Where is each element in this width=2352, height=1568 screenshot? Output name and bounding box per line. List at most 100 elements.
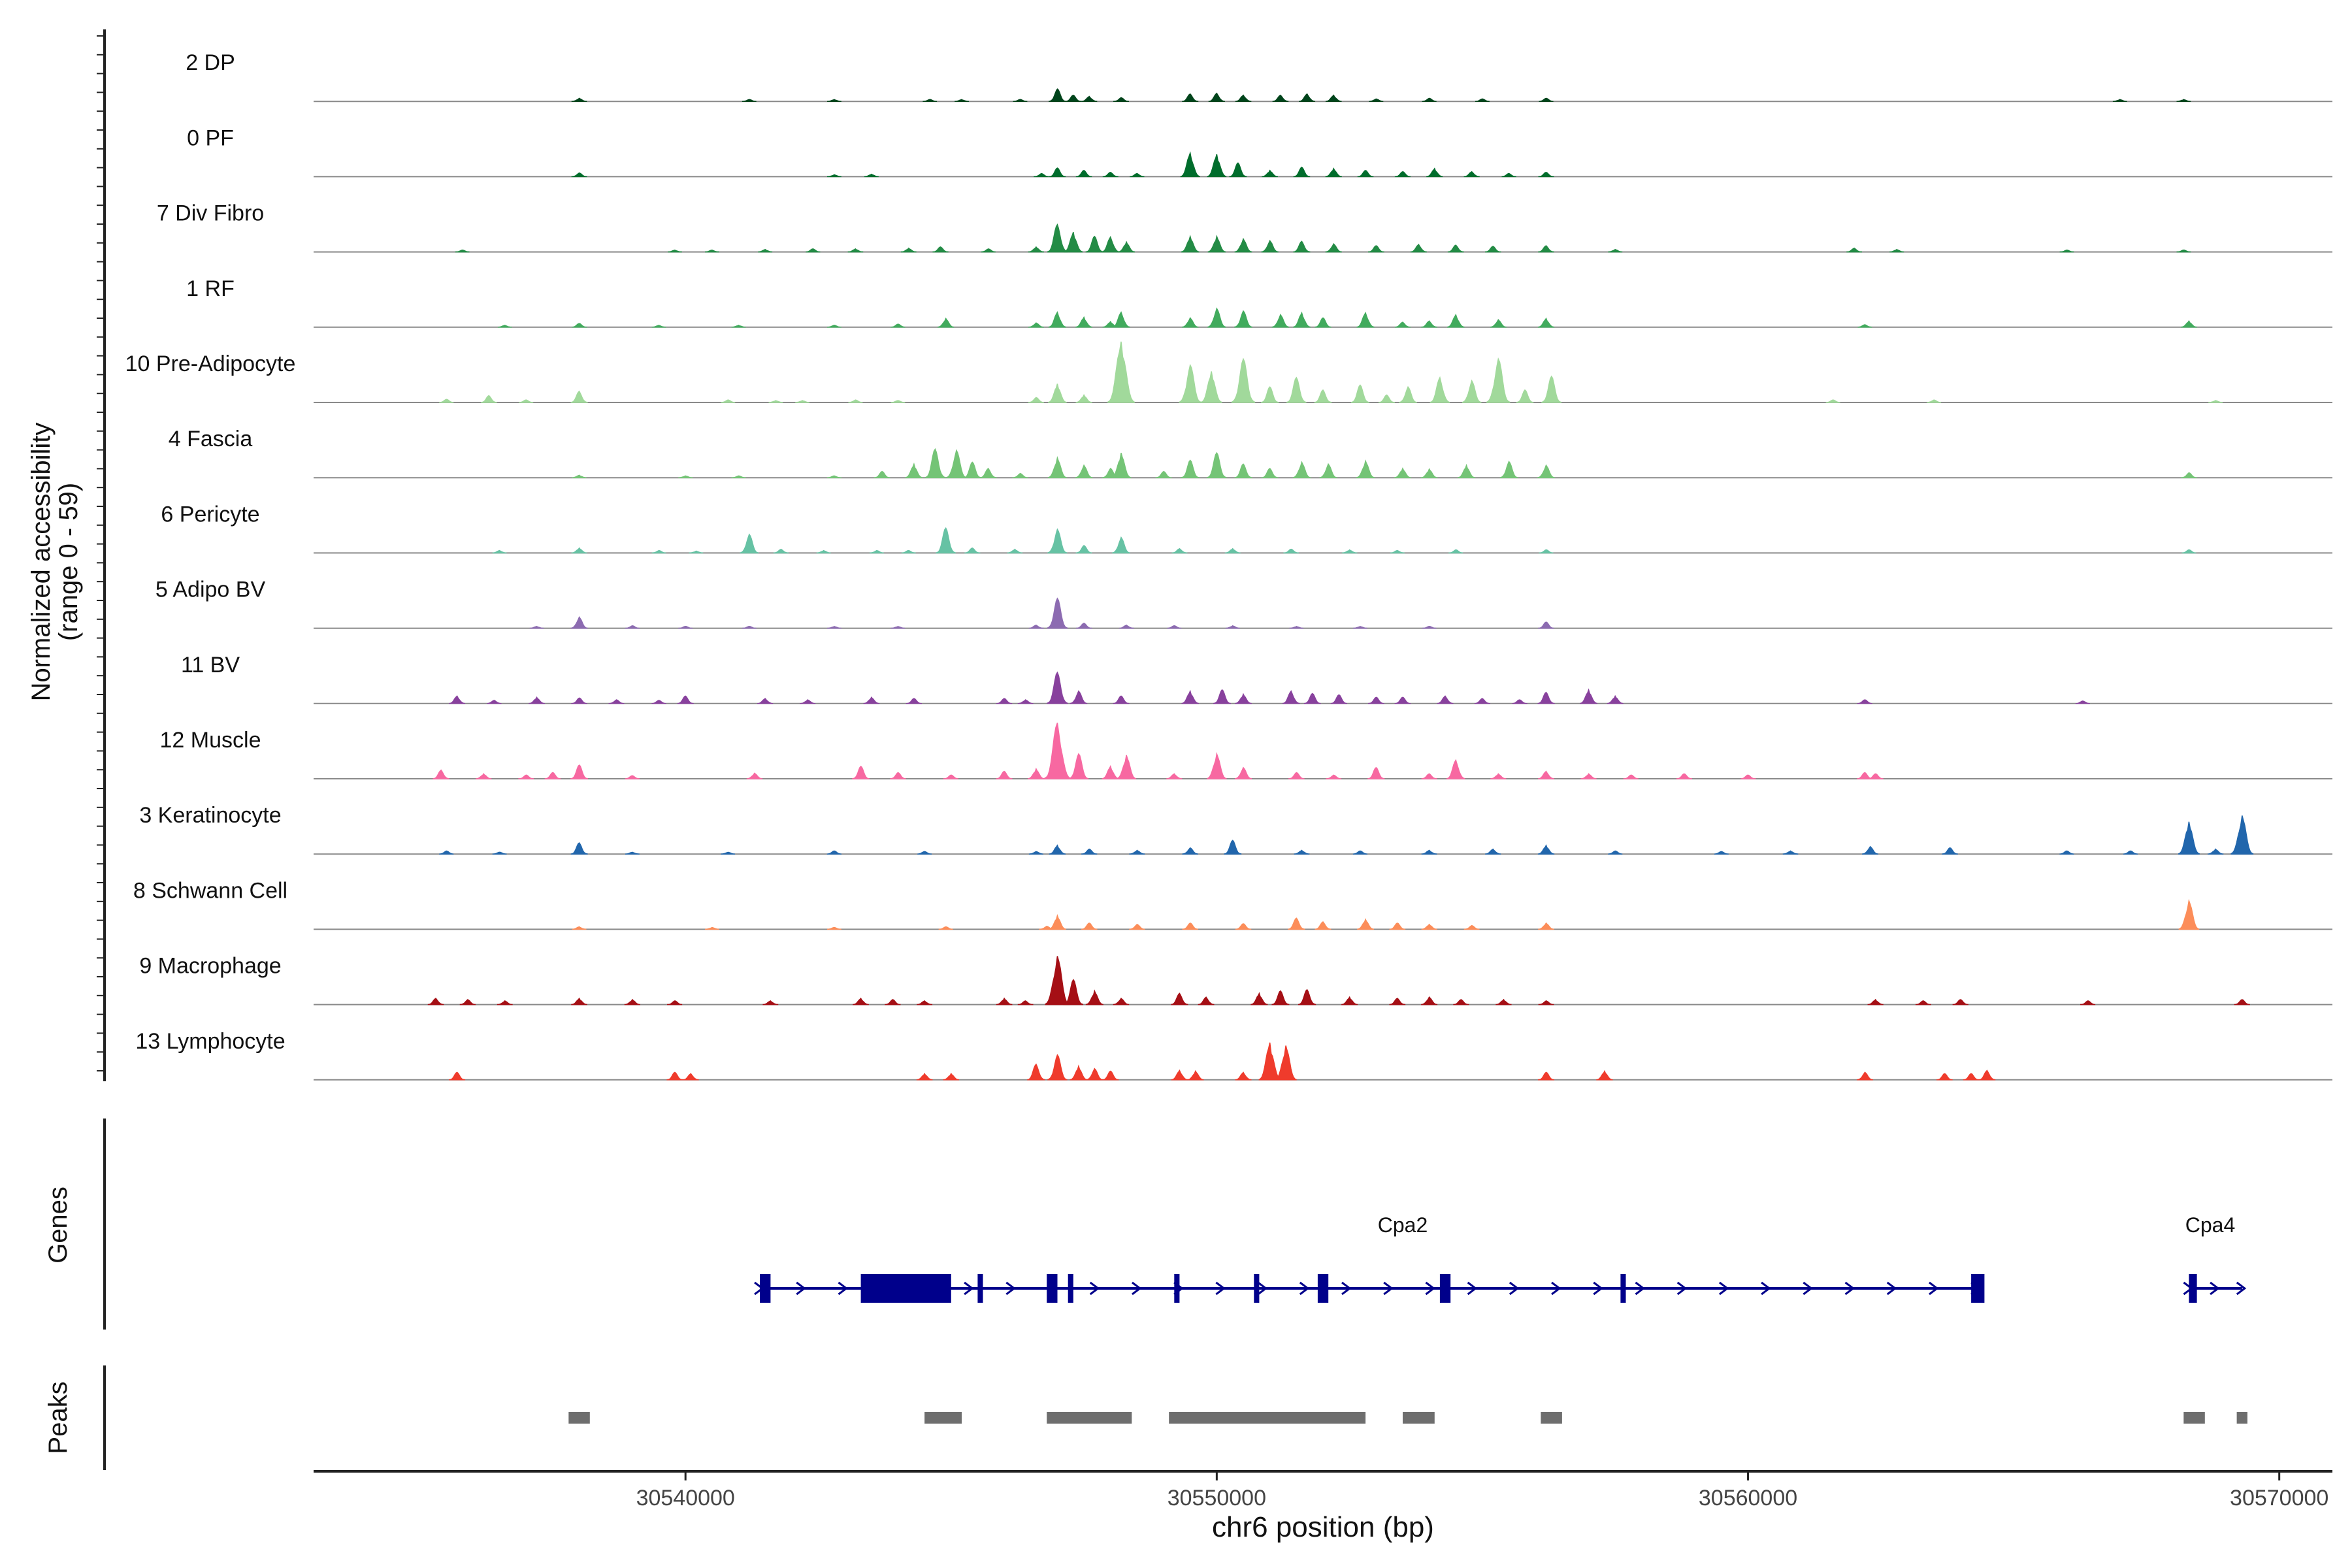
coverage-peak bbox=[1447, 313, 1465, 328]
coverage-peak bbox=[1422, 626, 1437, 629]
coverage-peak bbox=[963, 461, 982, 478]
coverage-peak bbox=[439, 850, 454, 855]
track-label: 2 DP bbox=[186, 50, 235, 75]
coverage-peak bbox=[1028, 322, 1044, 328]
coverage-peak bbox=[826, 325, 841, 328]
strand-arrow bbox=[1593, 1281, 1603, 1296]
gene-label: Cpa2 bbox=[1378, 1213, 1428, 1237]
coverage-peak bbox=[1429, 376, 1450, 403]
coverage-peak bbox=[1422, 97, 1437, 102]
coverage-peak bbox=[1867, 773, 1884, 779]
coverage-peak bbox=[1261, 240, 1279, 253]
coverage-peak bbox=[1394, 171, 1411, 178]
coverage-peak bbox=[570, 390, 588, 403]
coverage-peak bbox=[1075, 545, 1092, 554]
coverage-peak bbox=[1341, 549, 1358, 554]
coverage-peak bbox=[2080, 1000, 2096, 1005]
coverage-peak bbox=[1490, 319, 1507, 328]
coverage-peak bbox=[571, 97, 587, 102]
coverage-peak bbox=[742, 626, 757, 629]
coverage-peak bbox=[1012, 472, 1028, 478]
coverage-peak bbox=[1936, 1073, 1953, 1081]
coverage-peak bbox=[874, 470, 890, 478]
track-label: 10 Pre-Adipocyte bbox=[125, 351, 296, 376]
coverage-peak bbox=[1389, 923, 1406, 930]
coverage-peak bbox=[572, 926, 587, 930]
strand-arrow bbox=[1467, 1281, 1478, 1296]
coverage-peak bbox=[900, 247, 917, 253]
coverage-peak bbox=[1107, 341, 1135, 403]
coverage-peak bbox=[1049, 844, 1066, 855]
strand-arrow bbox=[1215, 1281, 1226, 1296]
coverage-peak bbox=[1234, 463, 1252, 478]
coverage-peak bbox=[1260, 386, 1279, 403]
strand-arrow bbox=[838, 1281, 848, 1296]
coverage-peak bbox=[1623, 774, 1639, 779]
coverage-peak bbox=[1782, 850, 1799, 855]
coverage-peak bbox=[1453, 999, 1469, 1005]
coverage-peak bbox=[1740, 774, 1756, 779]
coverage-peak bbox=[1299, 93, 1316, 102]
coverage-peak bbox=[1275, 1045, 1297, 1081]
coverage-peak bbox=[2178, 898, 2200, 930]
coverage-peak bbox=[570, 615, 588, 629]
coverage-peak bbox=[1086, 1068, 1103, 1081]
strand-arrow bbox=[1383, 1281, 1394, 1296]
coverage-peak bbox=[625, 851, 640, 855]
coverage-peak bbox=[1182, 847, 1199, 855]
track-label: 9 Macrophage bbox=[139, 954, 281, 979]
coverage-peak bbox=[1447, 244, 1464, 253]
coverage-peak bbox=[1181, 689, 1199, 704]
coverage-peak bbox=[1171, 992, 1188, 1005]
coverage-peak bbox=[1458, 463, 1475, 478]
coverage-peak bbox=[1070, 690, 1088, 704]
coverage-peak bbox=[996, 698, 1013, 704]
strand-arrow bbox=[1005, 1281, 1016, 1296]
coverage-peak bbox=[487, 700, 502, 704]
coverage-peak bbox=[1856, 1071, 1873, 1081]
x-tick-label: 30560000 bbox=[1699, 1486, 1797, 1511]
coverage-peak bbox=[916, 1072, 933, 1081]
coverage-peak bbox=[1171, 1069, 1188, 1081]
coverage-peak bbox=[1389, 998, 1406, 1005]
coverage-peak bbox=[826, 475, 841, 478]
coverage-peak bbox=[863, 696, 880, 704]
coverage-peak bbox=[955, 99, 969, 102]
coverage-peak bbox=[433, 769, 449, 779]
coverage-peak bbox=[1113, 695, 1130, 704]
coverage-peak bbox=[1294, 849, 1310, 855]
coverage-peak bbox=[758, 248, 773, 253]
coverage-peak bbox=[492, 549, 507, 554]
coverage-peak bbox=[937, 317, 955, 328]
coverage-peak bbox=[1942, 847, 1958, 855]
coverage-y-label-line2: (range 0 - 59) bbox=[54, 483, 83, 641]
coverage-peak bbox=[1181, 317, 1199, 328]
coverage-peak bbox=[864, 173, 879, 178]
coverage-peak bbox=[740, 533, 759, 554]
coverage-peak bbox=[773, 548, 789, 554]
gene-exon bbox=[977, 1274, 983, 1303]
coverage-peak bbox=[1028, 851, 1043, 855]
coverage-peak bbox=[1292, 311, 1311, 328]
coverage-peak bbox=[1231, 357, 1256, 403]
coverage-peak bbox=[1007, 548, 1023, 554]
coverage-peak bbox=[1207, 235, 1226, 253]
coverage-peak bbox=[938, 926, 953, 930]
coverage-peak bbox=[946, 449, 967, 478]
coverage-peak bbox=[1047, 1054, 1068, 1081]
coverage-peak bbox=[1207, 154, 1227, 178]
coverage-peak bbox=[1028, 767, 1045, 779]
coverage-peak bbox=[1341, 996, 1358, 1005]
coverage-peak bbox=[1326, 774, 1342, 779]
coverage-peak bbox=[1017, 1000, 1034, 1005]
coverage-peak bbox=[1187, 1070, 1204, 1081]
track-label: 3 Keratinocyte bbox=[139, 803, 281, 828]
track-label: 4 Fascia bbox=[169, 427, 253, 451]
coverage-peak bbox=[1538, 172, 1554, 178]
coverage-peak bbox=[2123, 850, 2138, 855]
coverage-peak bbox=[1501, 172, 1516, 178]
coverage-peak bbox=[1607, 694, 1624, 704]
coverage-peak bbox=[1102, 235, 1120, 253]
strand-arrow bbox=[1257, 1281, 1268, 1296]
track-label: 12 Muscle bbox=[160, 728, 261, 753]
